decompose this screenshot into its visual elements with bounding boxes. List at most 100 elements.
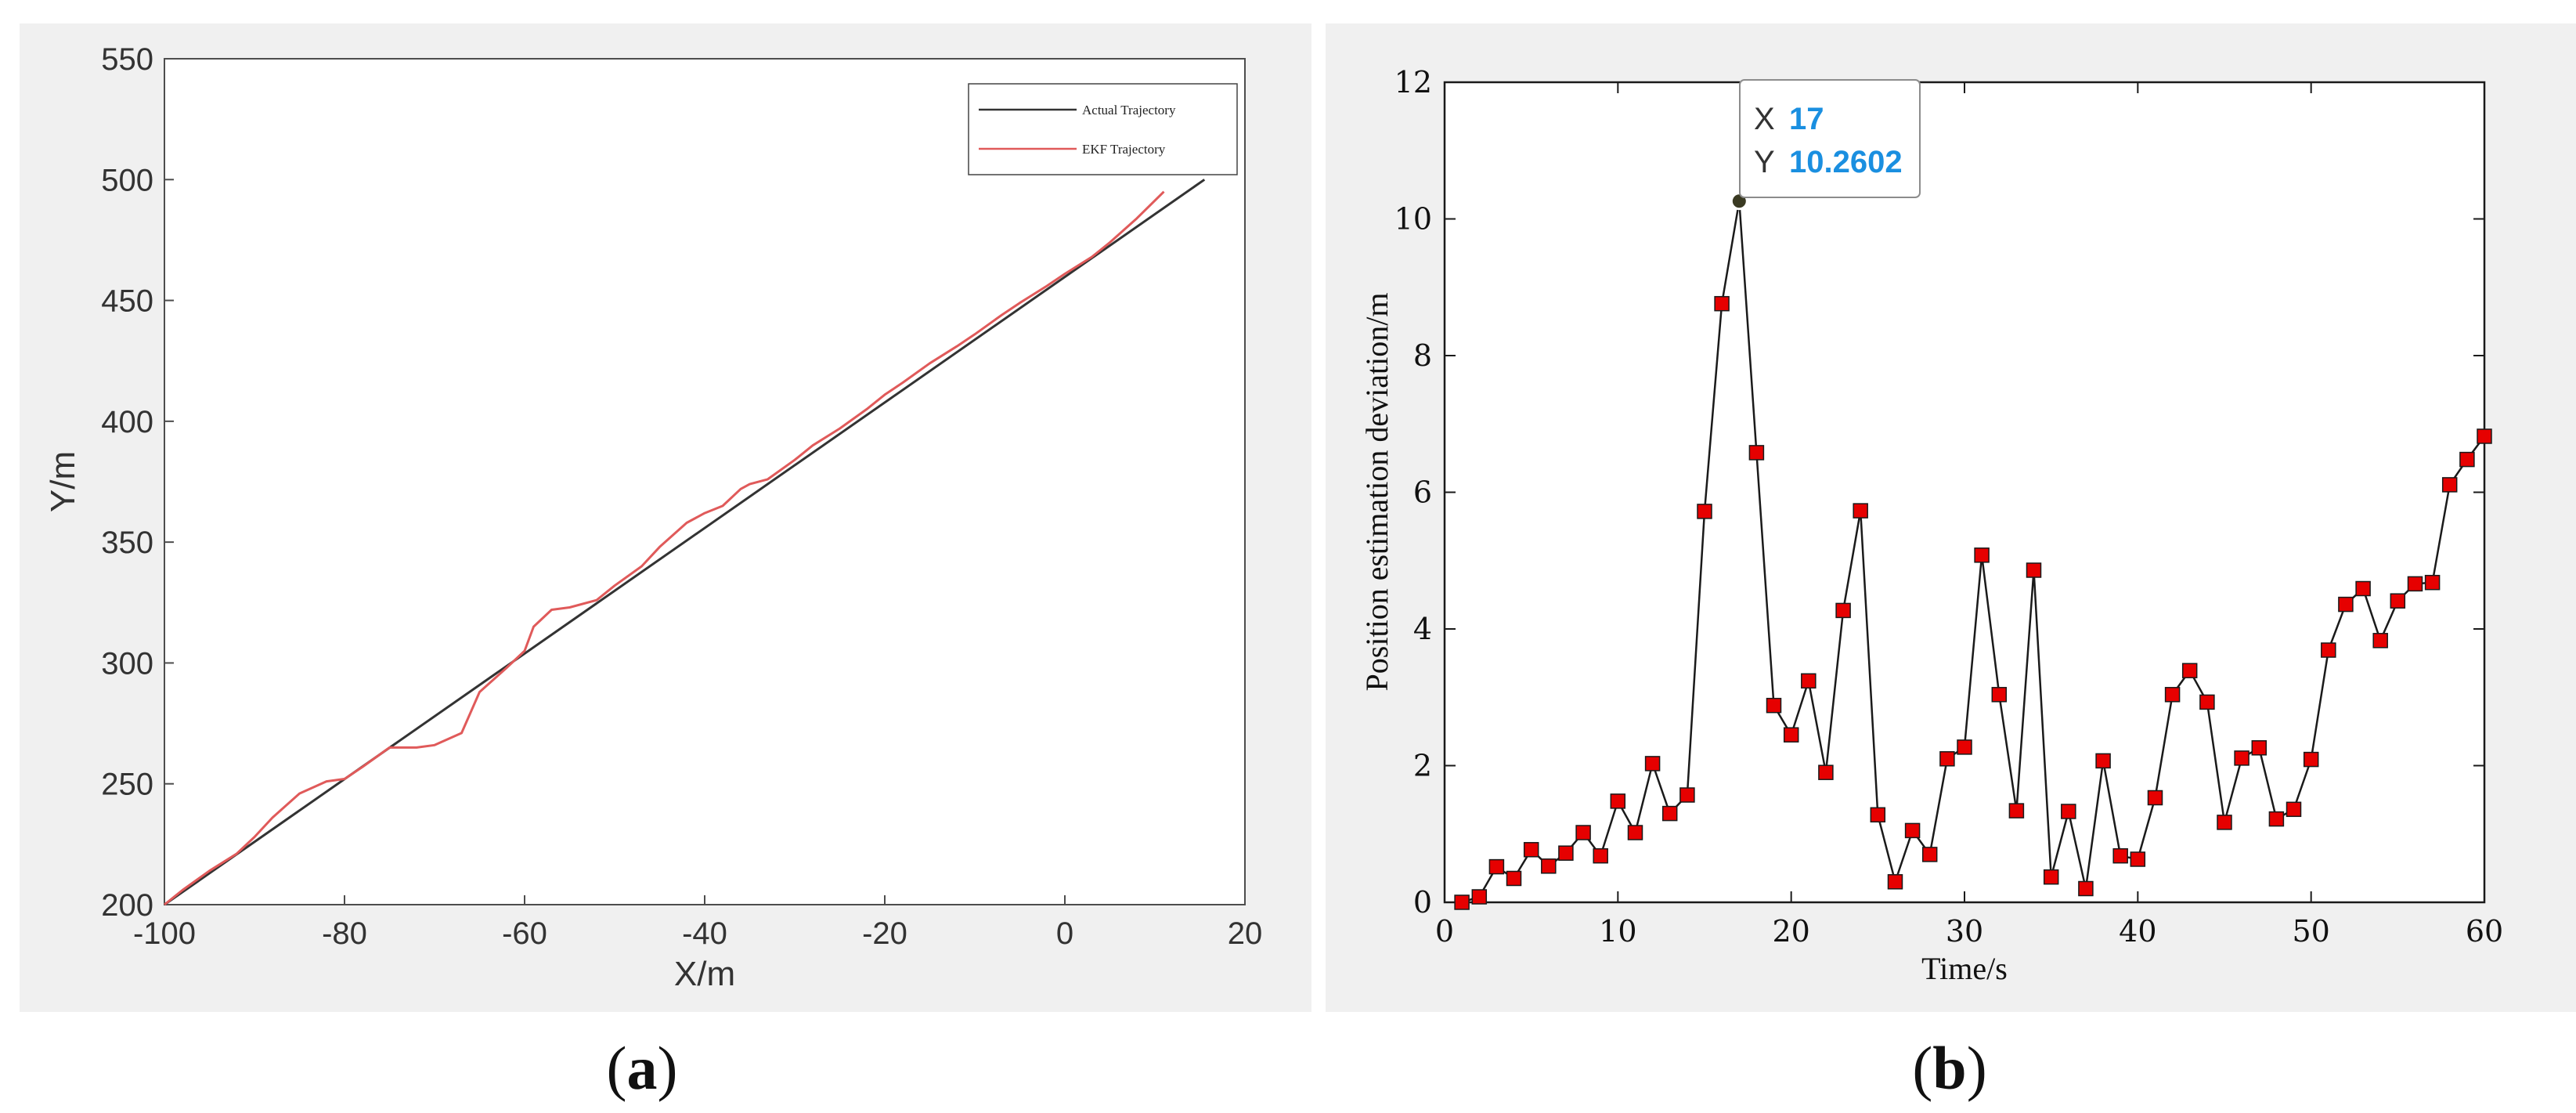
panel-a-x-axis-label: X/m bbox=[674, 955, 735, 993]
panel-b-x-ticks: 0 10 20 30 40 50 60 bbox=[1435, 82, 2503, 949]
data-point-marker bbox=[1870, 807, 1886, 823]
data-point-marker bbox=[2199, 694, 2215, 710]
data-point-marker bbox=[1661, 805, 1678, 822]
data-point-marker bbox=[2390, 593, 2406, 609]
panel-b-datatip[interactable]: X 17 Y 10.2602 bbox=[1739, 79, 1921, 198]
x-tick-label: -80 bbox=[322, 916, 367, 951]
data-point-marker bbox=[1818, 764, 1834, 780]
y-tick-label: 2 bbox=[1413, 749, 1432, 783]
y-tick-label: 300 bbox=[101, 646, 153, 681]
data-point-marker bbox=[2303, 751, 2319, 768]
data-point-marker bbox=[2441, 477, 2458, 493]
data-point-marker bbox=[2061, 804, 2076, 819]
data-point-marker bbox=[1488, 858, 1505, 875]
y-tick-label: 350 bbox=[101, 526, 153, 560]
panel-b-y-axis-label: Position estimation deviation/m bbox=[1359, 293, 1394, 692]
data-point-marker bbox=[2078, 880, 2094, 897]
x-tick-label: -40 bbox=[682, 916, 727, 951]
y-tick-label: 12 bbox=[1394, 65, 1432, 99]
data-point-marker bbox=[2321, 642, 2336, 658]
datatip-x-value: 17 bbox=[1789, 102, 1824, 136]
data-point-marker bbox=[2251, 740, 2268, 756]
data-point-marker bbox=[1921, 847, 1938, 862]
data-point-marker bbox=[1853, 503, 1868, 519]
data-point-marker bbox=[2338, 596, 2354, 613]
legend-label-actual-trajectory: Actual Trajectory bbox=[1082, 103, 1176, 117]
x-tick-label: -20 bbox=[862, 916, 907, 951]
data-point-marker bbox=[1454, 894, 1470, 910]
y-tick-label: 4 bbox=[1413, 612, 1432, 646]
datatip-y-key: Y bbox=[1754, 145, 1775, 179]
data-point-marker bbox=[1835, 602, 1851, 619]
data-point-marker bbox=[1558, 845, 1574, 861]
panel-b: 0 2 4 6 8 10 12 0 10 20 30 40 50 60 Time/s Position … bbox=[1326, 23, 2576, 1102]
data-point-marker bbox=[2459, 451, 2475, 468]
x-tick-label: 40 bbox=[2119, 914, 2156, 949]
data-point-marker bbox=[1939, 751, 1955, 767]
data-point-marker bbox=[1627, 825, 1643, 840]
panel-a-legend: Actual Trajectory EKF Trajectory bbox=[968, 83, 1238, 175]
data-point-marker bbox=[2355, 580, 2371, 597]
panel-a-caption: (a) bbox=[607, 1034, 678, 1102]
data-point-marker bbox=[1766, 697, 1782, 714]
data-point-marker bbox=[1679, 787, 1695, 803]
datatip-box bbox=[1739, 79, 1921, 198]
data-point-marker bbox=[1593, 847, 1608, 864]
panel-b-plot-area bbox=[1443, 81, 2486, 904]
panel-a-x-ticks: -100 -80 -60 -40 -20 0 20 bbox=[133, 895, 1262, 951]
y-tick-label: 250 bbox=[101, 768, 153, 802]
x-tick-label: 10 bbox=[1599, 914, 1636, 949]
data-point-marker bbox=[2043, 869, 2059, 885]
panel-b-caption: (b) bbox=[1912, 1034, 1986, 1102]
data-point-marker bbox=[1506, 870, 1522, 887]
data-point-marker bbox=[2164, 687, 2181, 703]
datatip-y-value: 10.2602 bbox=[1789, 145, 1903, 179]
data-point-marker bbox=[1904, 822, 1921, 839]
y-tick-label: 200 bbox=[101, 888, 153, 923]
series-line-ekf-trajectory bbox=[164, 190, 1165, 906]
panel-a-plot-area bbox=[164, 58, 1246, 905]
x-tick-label: 50 bbox=[2292, 914, 2329, 949]
y-tick-label: 6 bbox=[1413, 475, 1432, 510]
data-point-marker bbox=[2026, 562, 2042, 578]
panel-b-x-axis-label: Time/s bbox=[1921, 951, 2008, 986]
x-tick-label: 20 bbox=[1228, 916, 1263, 951]
data-point-marker bbox=[2130, 851, 2146, 867]
data-point-marker bbox=[2147, 790, 2163, 806]
series-line-actual-trajectory bbox=[164, 179, 1206, 906]
data-point-marker bbox=[2217, 815, 2232, 830]
data-point-marker bbox=[2424, 574, 2441, 591]
x-tick-label: 20 bbox=[1772, 914, 1809, 949]
x-tick-label: -60 bbox=[502, 916, 547, 951]
data-point-marker bbox=[1714, 295, 1730, 312]
data-point-marker bbox=[1471, 889, 1488, 905]
y-tick-label: 450 bbox=[101, 284, 153, 319]
panel-a-legend-box bbox=[968, 83, 1238, 175]
data-point-marker bbox=[2008, 803, 2025, 818]
data-point-marker bbox=[2407, 576, 2423, 592]
data-point-marker bbox=[2112, 847, 2128, 864]
data-point-marker bbox=[1887, 874, 1903, 890]
y-tick-label: 400 bbox=[101, 405, 153, 439]
datatip-x-key: X bbox=[1754, 102, 1775, 136]
data-point-marker bbox=[2268, 811, 2285, 827]
data-point-marker bbox=[2477, 428, 2492, 444]
x-tick-label: 0 bbox=[1435, 914, 1454, 949]
x-tick-label: -100 bbox=[133, 916, 196, 951]
data-point-marker bbox=[2286, 801, 2302, 818]
data-point-marker bbox=[1575, 825, 1591, 840]
y-tick-label: 500 bbox=[101, 163, 153, 197]
data-point-marker bbox=[1783, 727, 1799, 743]
data-point-marker bbox=[2234, 750, 2249, 766]
data-point-marker bbox=[1644, 756, 1661, 772]
x-tick-label: 0 bbox=[1056, 916, 1073, 951]
y-tick-label: 550 bbox=[101, 42, 153, 77]
data-point-marker bbox=[2372, 633, 2388, 649]
y-tick-label: 8 bbox=[1413, 338, 1432, 373]
y-tick-label: 0 bbox=[1413, 885, 1432, 920]
data-point-marker bbox=[1541, 858, 1557, 874]
data-point-marker bbox=[1697, 504, 1712, 519]
panel-a-y-ticks: 200 250 300 350 400 450 500 550 bbox=[101, 42, 174, 923]
